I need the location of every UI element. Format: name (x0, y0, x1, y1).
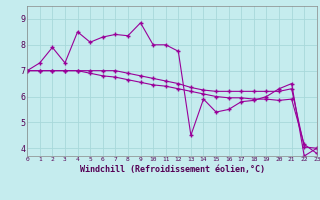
X-axis label: Windchill (Refroidissement éolien,°C): Windchill (Refroidissement éolien,°C) (79, 165, 265, 174)
